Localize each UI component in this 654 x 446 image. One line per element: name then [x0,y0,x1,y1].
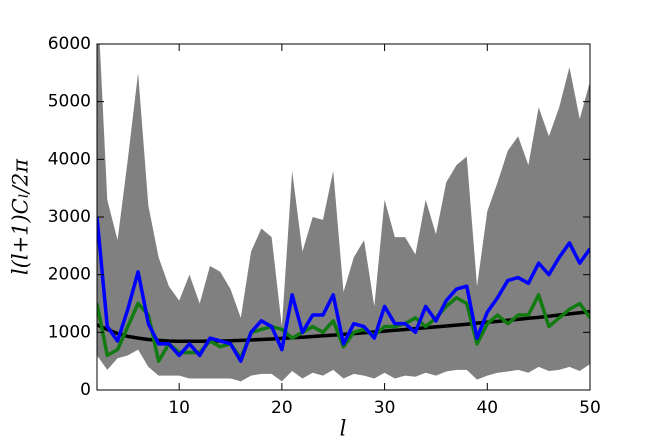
x-tick-label: 20 [271,398,293,418]
y-tick-label: 5000 [48,92,91,112]
x-tick-label: 10 [168,398,190,418]
series-line [97,216,590,363]
series-line [97,293,590,363]
y-tick-label: 1000 [48,322,91,342]
plot-area [97,44,590,382]
y-tick-label: 2000 [48,265,91,285]
series-line [97,309,590,344]
x-tick-label: 40 [476,398,498,418]
y-tick-label: 0 [80,380,91,400]
x-tick-label: 30 [374,398,396,418]
x-axis-label: l [340,417,347,441]
y-tick-label: 3000 [48,207,91,227]
y-tick-label: 4000 [48,149,91,169]
x-tick-label: 50 [579,398,601,418]
y-tick-label: 6000 [48,34,91,54]
band-area [97,44,590,382]
y-axis-label: l(l+1)Cₗ/2π [9,158,33,275]
